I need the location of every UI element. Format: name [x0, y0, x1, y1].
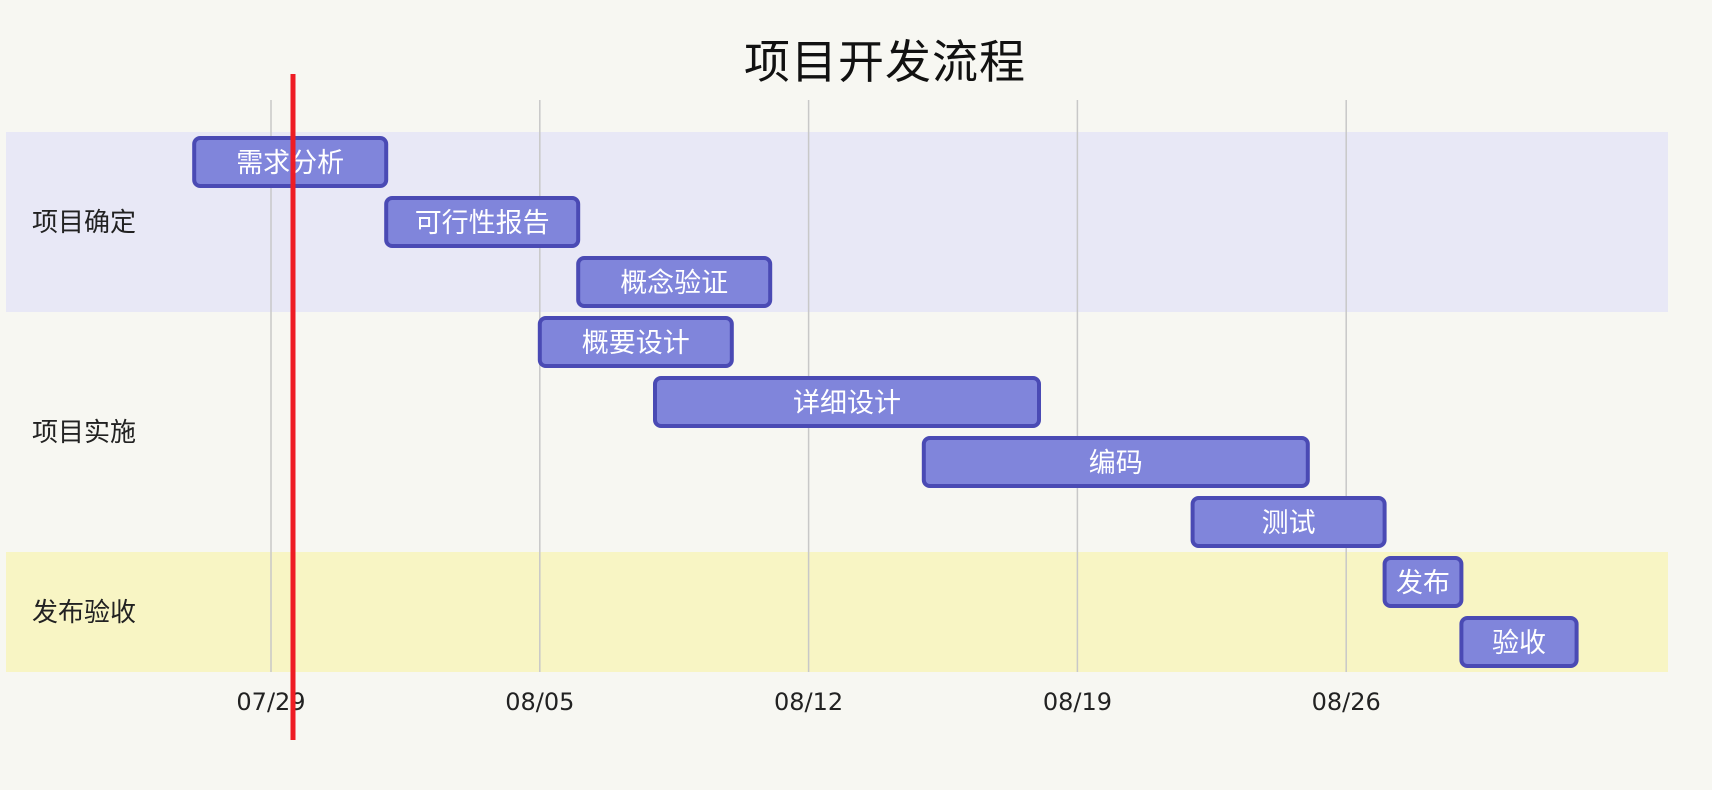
task-label: 发布 [1396, 568, 1450, 599]
task-label: 概要设计 [582, 328, 690, 359]
task-label: 需求分析 [236, 148, 344, 179]
group-label: 项目确定 [32, 208, 136, 238]
group-label: 项目实施 [32, 418, 136, 448]
task-label: 可行性报告 [415, 208, 550, 239]
task-bar [1382, 556, 1464, 608]
task-bar [576, 256, 773, 308]
group-band-2 [6, 312, 1668, 552]
x-tick-label: 08/19 [1043, 688, 1112, 716]
task-bar [1459, 616, 1579, 668]
task-label: 详细设计 [793, 388, 901, 419]
group-label: 发布验收 [32, 598, 136, 628]
task-bar [192, 136, 389, 188]
task-bar [653, 376, 1041, 428]
task-label: 概念验证 [620, 268, 728, 299]
chart-title: 项目开发流程 [744, 35, 1026, 89]
x-tick-label: 08/26 [1312, 688, 1381, 716]
task-bar [384, 196, 581, 248]
x-tick-label: 08/05 [505, 688, 574, 716]
task-bar [921, 436, 1310, 488]
task-label: 编码 [1089, 448, 1143, 479]
x-tick-label: 08/12 [774, 688, 843, 716]
task-label: 验收 [1492, 628, 1546, 659]
task-bar [537, 316, 734, 368]
task-bar [1190, 496, 1387, 548]
task-label: 测试 [1262, 508, 1316, 539]
